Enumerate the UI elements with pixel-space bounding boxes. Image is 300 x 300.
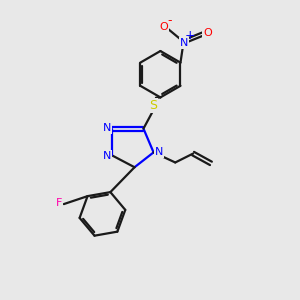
Text: N: N	[102, 123, 111, 133]
Text: +: +	[185, 29, 195, 42]
Text: N: N	[102, 151, 111, 161]
Text: N: N	[155, 147, 163, 158]
Text: F: F	[56, 199, 62, 208]
Text: O: O	[203, 28, 212, 38]
Text: -: -	[167, 14, 172, 27]
Text: N: N	[180, 38, 188, 48]
Text: O: O	[159, 22, 168, 32]
Text: S: S	[149, 99, 157, 112]
